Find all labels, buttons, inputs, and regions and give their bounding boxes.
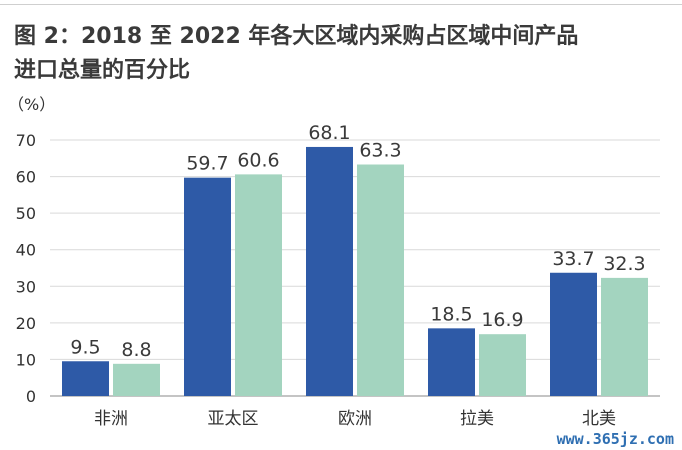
bar-value-label: 16.9: [481, 309, 523, 331]
chart-title-line-2: 进口总量的百分比: [14, 58, 191, 83]
bar-value-label: 60.6: [237, 149, 279, 171]
bar-series-1: [550, 272, 597, 396]
bar-series-2: [113, 363, 160, 396]
top-divider: [0, 4, 682, 5]
x-category-label: 非洲: [94, 409, 128, 429]
x-category-label: 北美: [582, 409, 616, 429]
bar-series-1: [184, 177, 231, 396]
bars: [62, 146, 648, 396]
y-tick-label: 60: [16, 168, 36, 187]
chart-title: 图 2：2018 至 2022 年各大区域内采购占区域中间产品 进口总量的百分比: [14, 20, 578, 88]
bar-series-1: [428, 328, 475, 396]
bar-value-label: 63.3: [359, 140, 401, 162]
y-axis: （%） 0 10 20 30 40 50 60 70: [8, 95, 55, 406]
bar-value-label: 59.7: [186, 153, 228, 175]
x-category-label: 拉美: [460, 409, 494, 429]
bar-series-1: [306, 146, 353, 396]
bar-value-label: 8.8: [121, 339, 151, 361]
chart-title-line-1: 图 2：2018 至 2022 年各大区域内采购占区域中间产品: [14, 24, 579, 49]
data-labels: 9.5 8.8 59.7 60.6 68.1 63.3 18.5 16.9 33.7 32.3: [70, 122, 645, 361]
x-category-label: 欧洲: [338, 409, 372, 429]
bar-value-label: 9.5: [70, 336, 100, 358]
bar-series-2: [601, 277, 648, 396]
bar-value-label: 18.5: [430, 303, 472, 325]
y-tick-label: 40: [16, 241, 36, 260]
y-tick-label: 50: [16, 204, 36, 223]
bar-value-label: 32.3: [603, 253, 645, 275]
y-tick-label: 70: [16, 131, 36, 150]
bar-series-1: [62, 361, 109, 396]
bar-value-label: 33.7: [552, 248, 594, 270]
bar-series-2: [235, 174, 282, 396]
x-category-label: 亚太区: [208, 409, 259, 429]
y-tick-label: 10: [16, 350, 36, 369]
y-tick-label: 0: [26, 387, 36, 406]
bar-series-2: [479, 334, 526, 396]
bar-value-label: 68.1: [308, 122, 350, 144]
x-axis: 非洲 亚太区 欧洲 拉美 北美: [94, 409, 616, 429]
y-tick-label: 30: [16, 277, 36, 296]
y-tick-label: 20: [16, 314, 36, 333]
y-axis-unit-label: （%）: [8, 95, 55, 114]
watermark: www.365jz.com: [556, 430, 674, 448]
bar-series-2: [357, 164, 404, 396]
